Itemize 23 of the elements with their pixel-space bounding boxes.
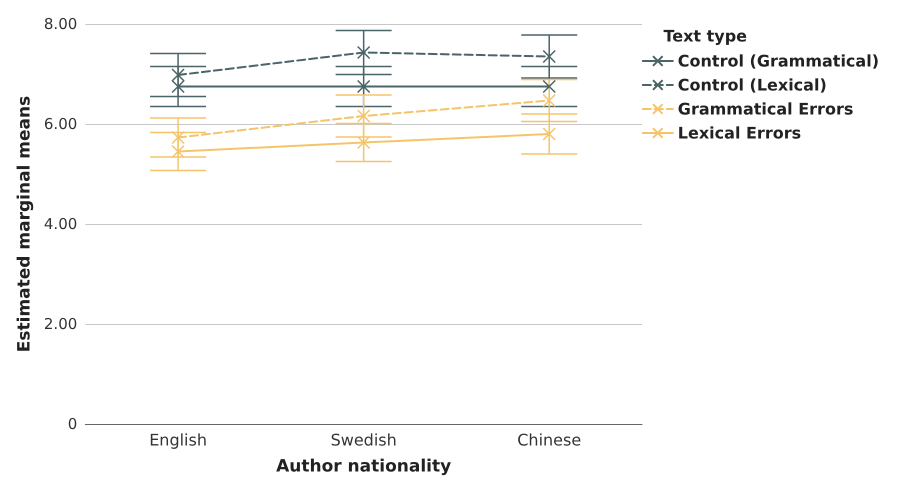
point bbox=[542, 127, 556, 141]
y-tick-label: 0 bbox=[68, 415, 78, 433]
legend-label: Lexical Errors bbox=[678, 124, 802, 142]
point bbox=[542, 94, 556, 108]
y-tick-label: 4.00 bbox=[44, 215, 78, 233]
legend-title: Text type bbox=[663, 26, 748, 46]
y-axis-title: Estimated marginal means bbox=[14, 96, 34, 352]
point bbox=[356, 80, 370, 94]
x-tick-label: English bbox=[149, 430, 207, 450]
legend-label: Control (Grammatical) bbox=[678, 52, 880, 70]
x-tick-label: Chinese bbox=[517, 430, 582, 450]
point bbox=[356, 136, 370, 150]
point bbox=[356, 109, 370, 123]
y-tick-label: 6.00 bbox=[44, 115, 78, 133]
x-axis-title: Author nationality bbox=[276, 456, 452, 476]
y-tick-label: 2.00 bbox=[44, 315, 78, 333]
point bbox=[356, 46, 370, 60]
point bbox=[542, 50, 556, 64]
point bbox=[542, 80, 556, 94]
legend-label: Control (Lexical) bbox=[678, 76, 827, 94]
x-tick-label: Swedish bbox=[330, 430, 397, 450]
y-tick-label: 8.00 bbox=[44, 15, 78, 33]
legend-label: Grammatical Errors bbox=[678, 100, 854, 118]
